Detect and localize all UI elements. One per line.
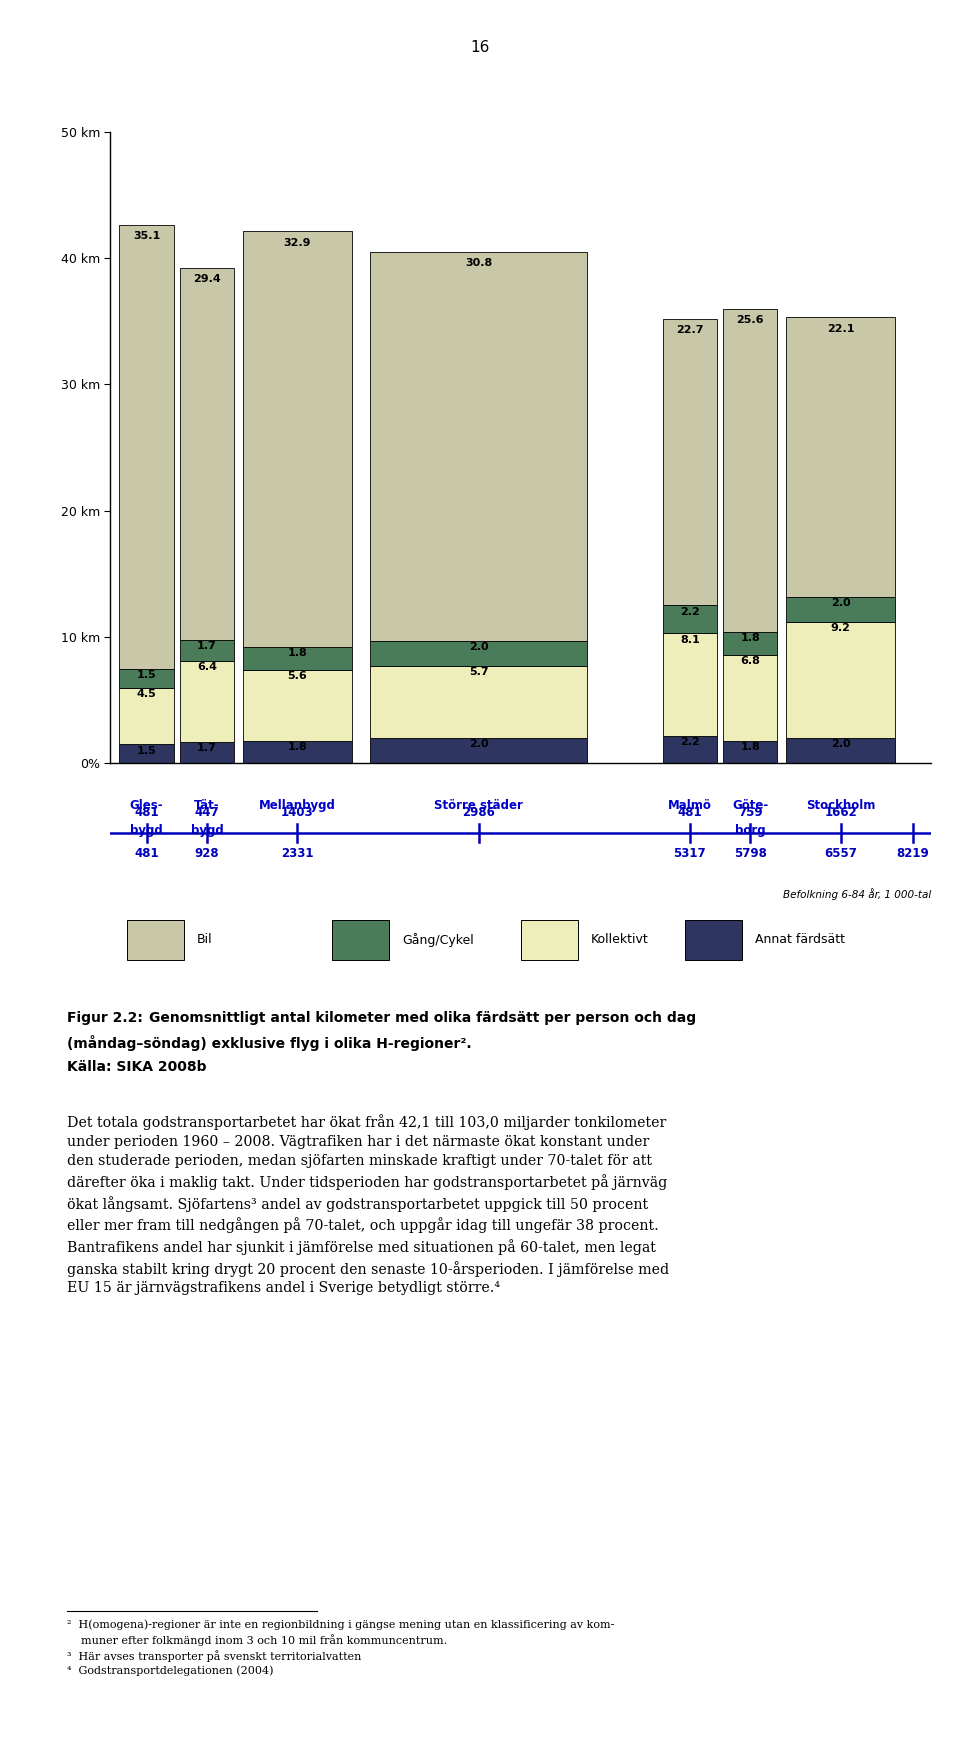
Text: (måndag–söndag) exklusive flyg i olika H-regioner².: (måndag–söndag) exklusive flyg i olika H… [67,1035,471,1051]
Text: Tät-: Tät- [194,799,220,813]
Text: 1403: 1403 [281,806,314,820]
Text: Det totala godstransportarbetet har ökat från 42,1 till 103,0 miljarder tonkilom: Det totala godstransportarbetet har ökat… [67,1114,669,1295]
Text: Källa: SIKA 2008b: Källa: SIKA 2008b [67,1060,206,1074]
Text: Större städer: Större städer [434,799,523,813]
Text: 1.7: 1.7 [197,641,217,651]
Bar [370,641,588,667]
Bar [723,741,778,763]
Text: 2331: 2331 [281,846,314,860]
Text: 22.7: 22.7 [676,325,704,335]
Bar [662,605,717,634]
Text: 2.0: 2.0 [830,739,851,749]
Text: 1.5: 1.5 [136,670,156,679]
Bar [180,662,234,742]
Text: 481: 481 [134,806,159,820]
Text: Annat färdsätt: Annat färdsätt [755,934,845,946]
Text: 29.4: 29.4 [193,274,221,284]
Bar [180,742,234,763]
Text: 4.5: 4.5 [136,690,156,698]
Text: Gång/Cykel: Gång/Cykel [402,934,473,946]
Bar [243,232,351,648]
Text: Göte-: Göte- [732,799,768,813]
Bar [370,251,588,641]
Text: 5317: 5317 [674,846,707,860]
Text: 2.0: 2.0 [468,642,489,653]
Text: 2.0: 2.0 [830,598,851,607]
Text: 35.1: 35.1 [133,232,160,242]
Text: Mellanbygd: Mellanbygd [259,799,336,813]
Text: 2.2: 2.2 [680,737,700,748]
Text: Figur 2.2:: Figur 2.2: [67,1011,143,1025]
Bar [180,639,234,662]
Text: bygd: bygd [191,825,224,837]
Text: Gles-: Gles- [130,799,163,813]
Bar [723,632,778,655]
Bar [786,318,895,597]
Text: ²  H(omogena)-regioner är inte en regionbildning i gängse mening utan en klassif: ² H(omogena)-regioner är inte en regionb… [67,1620,614,1676]
Bar [119,669,174,688]
Bar [662,634,717,735]
Text: 5.6: 5.6 [288,670,307,681]
Text: Bil: Bil [197,934,212,946]
Bar [243,670,351,741]
Text: 1662: 1662 [825,806,857,820]
Text: Kollektivt: Kollektivt [590,934,648,946]
Text: 6.8: 6.8 [740,656,760,665]
Bar [243,741,351,763]
Text: 5.7: 5.7 [468,667,489,677]
Text: 1.8: 1.8 [740,634,760,644]
Text: 9.2: 9.2 [830,623,851,634]
Text: bygd: bygd [131,825,163,837]
Text: 481: 481 [134,846,159,860]
Bar [662,319,717,605]
Bar [332,920,390,960]
Text: 30.8: 30.8 [465,258,492,269]
Text: 22.1: 22.1 [827,323,854,333]
Text: 8.1: 8.1 [680,635,700,644]
Bar [119,225,174,669]
Bar [723,309,778,632]
Bar [243,648,351,670]
Bar [684,920,742,960]
Text: 6.4: 6.4 [197,662,217,672]
Text: 928: 928 [195,846,219,860]
Bar [662,735,717,763]
Text: 2.0: 2.0 [468,739,489,749]
Text: 1.8: 1.8 [740,742,760,751]
Text: 1.8: 1.8 [288,742,307,751]
Text: 6557: 6557 [825,846,857,860]
Text: 1.7: 1.7 [197,742,217,753]
Bar [786,597,895,621]
Bar [119,688,174,744]
Bar [723,655,778,741]
Bar [180,269,234,639]
Text: 759: 759 [738,806,762,820]
Text: Stockholm: Stockholm [806,799,876,813]
Text: 2986: 2986 [462,806,495,820]
Text: 25.6: 25.6 [736,314,764,325]
Bar [127,920,184,960]
Bar [119,744,174,763]
Bar [370,667,588,739]
Text: 16: 16 [470,40,490,56]
Bar [786,739,895,763]
Text: Malmö: Malmö [668,799,711,813]
Text: 1.5: 1.5 [136,746,156,756]
Text: 447: 447 [195,806,219,820]
Text: borg: borg [734,825,765,837]
Text: 481: 481 [678,806,702,820]
Text: Befolkning 6-84 år, 1 000-tal: Befolkning 6-84 år, 1 000-tal [783,888,931,900]
Text: 5798: 5798 [733,846,767,860]
Bar [520,920,578,960]
Text: 8219: 8219 [897,846,929,860]
Text: Genomsnittligt antal kilometer med olika färdsätt per person och dag: Genomsnittligt antal kilometer med olika… [149,1011,696,1025]
Text: 32.9: 32.9 [284,237,311,247]
Text: 2.2: 2.2 [680,607,700,616]
Bar [786,621,895,739]
Text: 1.8: 1.8 [288,648,307,658]
Bar [370,739,588,763]
